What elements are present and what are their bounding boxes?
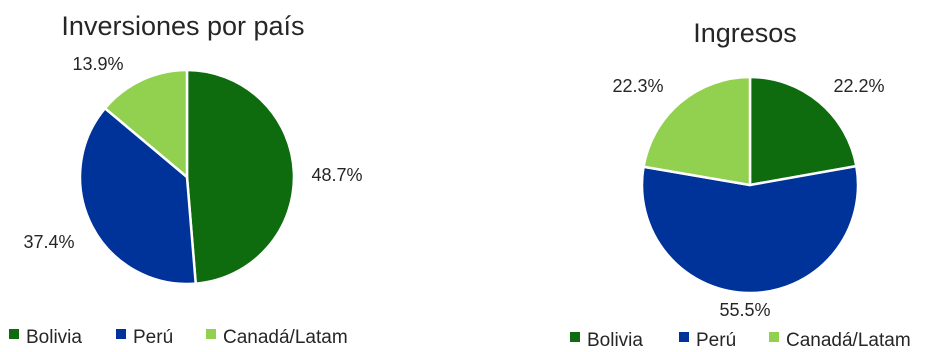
pie-plot (640, 75, 860, 295)
legend-swatch-bolivia (9, 329, 19, 339)
data-label-bolivia: 48.7% (311, 165, 362, 185)
data-label-peru: 37.4% (23, 232, 74, 252)
legend-swatch-peru (116, 329, 126, 339)
chart-title: Ingresos (693, 18, 797, 48)
chart-ingresos: Ingresos 22.2% 55.5% 22.3% Bolivia Perú … (570, 18, 911, 351)
legend-swatch-canada-latam (206, 329, 216, 339)
data-label-peru: 55.5% (719, 300, 770, 320)
legend-label-peru: Perú (696, 330, 736, 351)
legend-label-canada-latam: Canadá/Latam (223, 327, 348, 348)
pie-slice-bolivia (185, 68, 296, 285)
pie-slice-canada-latam (642, 75, 752, 187)
pie-slice-bolivia (748, 75, 858, 187)
pie-slice-peru (640, 164, 860, 295)
legend-swatch-peru (679, 332, 689, 342)
chart-inversiones: Inversiones por país 48.7% 37.4% 13.9% B… (9, 11, 363, 348)
legend-label-peru: Perú (133, 327, 173, 348)
legend-label-bolivia: Bolivia (26, 327, 82, 348)
legend: Bolivia Perú Canadá/Latam (9, 327, 348, 348)
chart-title: Inversiones por país (61, 11, 304, 41)
legend-label-canada-latam: Canadá/Latam (786, 330, 911, 351)
legend-label-bolivia: Bolivia (587, 330, 643, 351)
data-label-canada-latam: 13.9% (72, 54, 123, 74)
pie-slice-canada-latam (103, 68, 189, 179)
data-label-canada-latam: 22.3% (612, 76, 663, 96)
legend: Bolivia Perú Canadá/Latam (570, 330, 911, 351)
pie-slice-peru (78, 107, 197, 286)
data-label-bolivia: 22.2% (833, 76, 884, 96)
legend-swatch-bolivia (570, 332, 580, 342)
pie-plot (78, 68, 296, 286)
legend-swatch-canada-latam (769, 332, 779, 342)
